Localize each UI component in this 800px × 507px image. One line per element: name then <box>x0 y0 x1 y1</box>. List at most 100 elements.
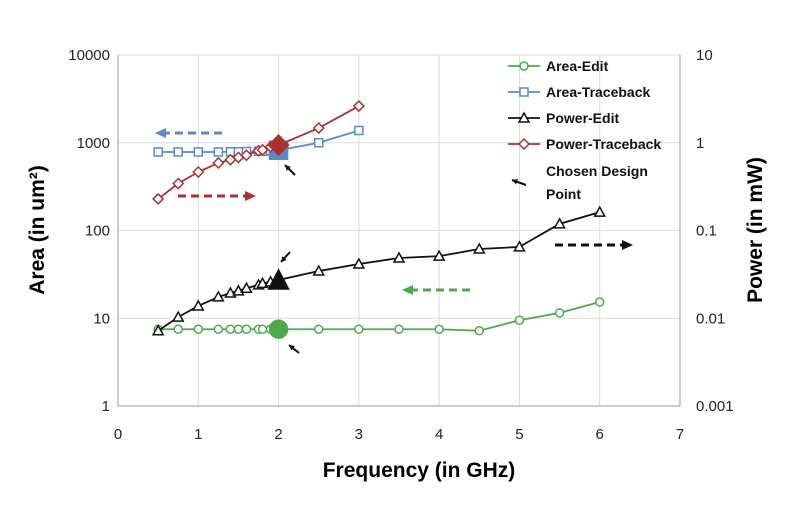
data-point <box>212 290 225 302</box>
data-point <box>212 156 225 170</box>
x-tick-label: 1 <box>194 426 202 443</box>
data-point <box>173 147 183 157</box>
y2-tick-label: 0.1 <box>696 223 717 240</box>
data-point <box>257 324 268 334</box>
data-point <box>474 326 485 336</box>
data-point <box>233 324 244 334</box>
y2-tick-label: 10 <box>696 47 713 64</box>
data-point <box>394 324 404 334</box>
x-tick-label: 3 <box>355 426 363 443</box>
arrow-head-icon <box>622 240 633 250</box>
data-point <box>432 249 446 261</box>
pointer-arrow-icon <box>281 256 287 262</box>
legend-label: Area-Traceback <box>546 84 651 100</box>
legend-item: Power-Traceback <box>508 136 661 152</box>
y-tick-label: 1 <box>102 398 110 415</box>
data-point <box>553 217 566 229</box>
x-tick-label: 6 <box>596 426 604 443</box>
direction-arrows <box>155 128 633 354</box>
x-tick-label: 4 <box>435 426 443 443</box>
data-point <box>192 165 205 179</box>
data-point <box>240 281 253 293</box>
data-point <box>193 324 204 334</box>
data-point <box>513 240 526 252</box>
x-tick-label: 7 <box>676 426 684 443</box>
data-point <box>519 87 529 97</box>
data-point <box>519 61 529 71</box>
data-point <box>152 192 165 205</box>
y-tick-label: 10000 <box>68 47 110 64</box>
series-power-traceback <box>152 99 365 205</box>
arrow-head-icon <box>155 128 166 138</box>
series-area-edit <box>153 297 605 339</box>
data-point <box>352 99 365 113</box>
legend-item: Power-Edit <box>508 110 619 126</box>
data-point <box>172 177 185 190</box>
data-point <box>240 149 253 162</box>
data-point <box>268 319 289 339</box>
y2-tick-label: 1 <box>696 135 704 152</box>
series-line <box>158 301 600 332</box>
legend-label: Point <box>546 186 581 202</box>
data-point <box>517 137 531 151</box>
series-layer <box>151 99 606 339</box>
data-point <box>354 125 364 136</box>
data-point <box>312 122 325 135</box>
data-point <box>312 264 325 276</box>
legend-item: Area-Traceback <box>508 84 651 100</box>
y-tick-label: 1000 <box>77 135 110 152</box>
data-point <box>192 299 205 311</box>
data-point <box>473 242 486 254</box>
data-point <box>514 315 525 325</box>
data-point <box>313 138 324 148</box>
legend-label: Chosen Design <box>546 163 648 179</box>
data-point <box>593 205 606 217</box>
pointer-arrow-icon <box>512 179 518 185</box>
x-tick-label: 2 <box>274 426 282 443</box>
arrow-head-icon <box>245 191 256 201</box>
y2-axis-label: Power (in mW) <box>744 157 767 303</box>
pointer-arrow-icon <box>289 345 295 351</box>
y2-tick-label: 0.001 <box>696 398 734 415</box>
y-axis-label: Area (in um²) <box>26 165 49 295</box>
data-point <box>171 310 185 322</box>
data-point <box>193 147 204 157</box>
legend-label: Power-Edit <box>546 110 619 126</box>
legend: Area-Edit Area-Traceback Power-Edit Power-T… <box>508 58 661 202</box>
data-point <box>313 324 324 334</box>
data-point <box>354 324 364 334</box>
data-point <box>267 268 290 290</box>
arrow-head-icon <box>402 285 413 295</box>
data-point <box>241 324 252 334</box>
data-point <box>256 143 269 156</box>
data-point <box>151 324 165 336</box>
x-tick-label: 0 <box>114 426 122 443</box>
data-point <box>434 324 444 334</box>
data-point <box>594 297 605 307</box>
y-tick-label: 10 <box>93 310 110 327</box>
data-point <box>392 251 406 263</box>
legend-item-chosen-design-point: Chosen Design Point <box>546 163 648 202</box>
x-axis-label: Frequency (in GHz) <box>323 459 516 482</box>
data-point <box>213 147 224 157</box>
series-line <box>157 211 600 332</box>
data-point <box>256 276 269 289</box>
data-point <box>225 324 236 334</box>
x-tick-label: 5 <box>515 426 523 443</box>
legend-item: Area-Edit <box>508 58 609 74</box>
data-point <box>267 134 290 157</box>
series-power-edit <box>151 205 606 336</box>
data-point <box>517 111 531 123</box>
data-point <box>554 308 565 318</box>
data-point <box>173 324 183 334</box>
data-point <box>153 147 163 157</box>
legend-label: Power-Traceback <box>546 136 661 152</box>
grid <box>117 54 681 407</box>
y2-tick-label: 0.01 <box>696 310 725 327</box>
data-point <box>352 257 366 269</box>
data-point <box>213 324 224 334</box>
legend-label: Area-Edit <box>546 58 609 74</box>
pointer-arrow-icon <box>285 165 291 171</box>
